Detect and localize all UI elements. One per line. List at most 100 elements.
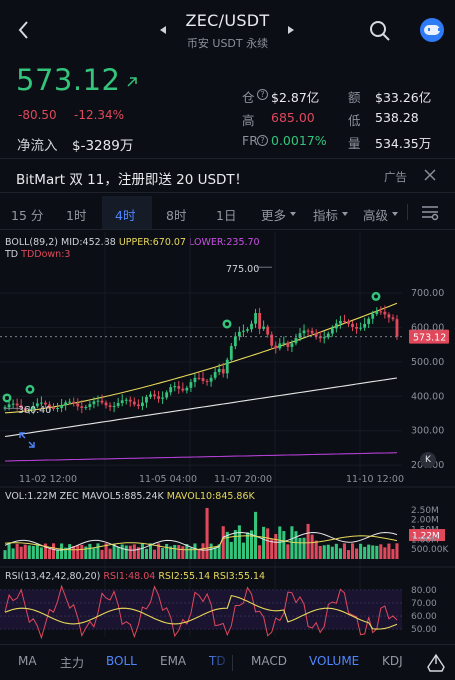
volume-bar [258, 545, 262, 559]
next-pair-icon[interactable] [288, 26, 294, 34]
high-label: 高 [242, 113, 255, 128]
candle-body [56, 408, 59, 410]
candle-body [124, 399, 128, 401]
candle-body [185, 387, 189, 391]
volume-bar [169, 546, 173, 559]
candle-body [100, 400, 104, 403]
volume-bar [92, 548, 96, 559]
back-arrow-icon[interactable] [14, 18, 34, 42]
candle-body [221, 368, 225, 374]
candle-body [76, 403, 80, 407]
indicator-macd[interactable]: MACD [251, 654, 287, 668]
tab-4h[interactable]: 4时 [115, 208, 136, 223]
tab-8h[interactable]: 8时 [166, 208, 187, 223]
amount-label: 额 [348, 90, 361, 105]
volume-bar [350, 543, 355, 559]
candle-body [39, 402, 43, 404]
fullscreen-icon[interactable] [18, 431, 36, 449]
y-tick-label: 80.00 [411, 586, 437, 596]
candle-body [237, 331, 241, 337]
volume-bar [371, 545, 375, 559]
assistant-bot-icon[interactable] [420, 18, 444, 42]
high-annotation: 775.00 [226, 264, 259, 275]
rsi1: RSI1:48.04 [103, 571, 156, 582]
price-chart[interactable]: 775.00 360.40 573.12 700.00 600.00 500.00 400… [0, 232, 455, 644]
prev-pair-icon[interactable] [160, 26, 166, 34]
chart-settings-icon[interactable] [420, 203, 440, 221]
boll-upper-line [4, 302, 398, 414]
y-tick-label: 1.00M [411, 535, 439, 545]
volume-bar [60, 543, 64, 559]
draw-tool-icon[interactable] [426, 653, 446, 673]
tab-advanced[interactable]: 高级 [363, 208, 389, 223]
volume-bar [274, 533, 278, 559]
td-legend: TD TDDown:3 [5, 249, 70, 260]
volume-bar [185, 544, 189, 559]
ad-banner[interactable]: BitMart 双 11，注册即送 20 USDT！ 广告 [0, 158, 455, 193]
candle-body [104, 402, 108, 406]
high-value: 685.00 [271, 110, 315, 125]
volume-bar [161, 547, 165, 559]
rsi-band [0, 589, 402, 630]
candle-body [274, 345, 278, 349]
volume-bar [294, 531, 298, 559]
x-tick-label: 11-07 20:00 [214, 474, 272, 485]
candle-body [201, 378, 205, 381]
tab-more[interactable]: 更多 [261, 208, 287, 223]
volume-bar [11, 548, 15, 559]
price-change-pct: -12.34% [74, 108, 125, 122]
tab-1d[interactable]: 1日 [216, 208, 237, 223]
tab-15m[interactable]: 15 分 [11, 208, 44, 223]
volume-bar [108, 548, 112, 559]
indicator-main-force[interactable]: 主力 [60, 656, 85, 670]
candle-body [173, 386, 177, 388]
candle-body [258, 313, 262, 329]
volume-bar [241, 542, 245, 559]
volume-bar [363, 546, 367, 559]
indicator-ema[interactable]: EMA [160, 654, 187, 668]
rsi1-line [4, 584, 398, 640]
volume-bar [23, 544, 27, 559]
ad-text[interactable]: BitMart 双 11，注册即送 20 USDT！ [16, 172, 249, 188]
y-tick-label: 400.00 [411, 391, 444, 402]
volume-bar [88, 543, 92, 559]
oi-label: 仓 [242, 90, 255, 105]
volume-bar [64, 547, 68, 559]
candle-body [229, 346, 233, 360]
boll-upper: UPPER:670.07 [118, 237, 186, 248]
y-tick-label: 1.22M [412, 532, 440, 542]
tab-1h[interactable]: 1时 [66, 208, 87, 223]
candle-body [169, 387, 173, 393]
pair-title[interactable]: ZEC/USDT [185, 11, 270, 30]
candle-body [306, 330, 310, 332]
volume-bar [43, 543, 47, 559]
info-icon[interactable]: ? [257, 135, 268, 146]
indicator-volume[interactable]: VOLUME [309, 654, 360, 668]
candle-body [278, 343, 282, 349]
volume-bar [136, 547, 140, 559]
close-icon[interactable] [424, 168, 436, 182]
info-icon[interactable]: ? [257, 89, 268, 100]
tab-indicators[interactable]: 指标 [313, 208, 339, 223]
candle-body [15, 403, 19, 406]
volume-bar [298, 537, 302, 559]
volume-bar [31, 545, 35, 559]
indicator-ma[interactable]: MA [18, 654, 37, 668]
volume-bar [39, 547, 43, 559]
volume-bar [181, 546, 185, 559]
chart-type-k-icon[interactable]: K [420, 452, 436, 468]
volume-bar [233, 530, 237, 559]
timeframe-tabs: 15 分 1时 4时 8时 1日 更多 指标 高级 [0, 194, 455, 230]
candle-body [157, 396, 160, 399]
candle-body [189, 382, 193, 388]
volume-bar [84, 546, 88, 559]
amount-value: $33.26亿 [375, 90, 432, 105]
volume-bar [286, 544, 290, 559]
volume-bar [104, 543, 108, 559]
indicator-boll[interactable]: BOLL [106, 654, 137, 668]
volume-bar [217, 544, 221, 559]
y-tick-label: 2.00M [411, 516, 439, 526]
indicator-kdj[interactable]: KDJ [382, 654, 403, 668]
search-icon[interactable] [368, 19, 392, 43]
candle-body [145, 396, 148, 403]
